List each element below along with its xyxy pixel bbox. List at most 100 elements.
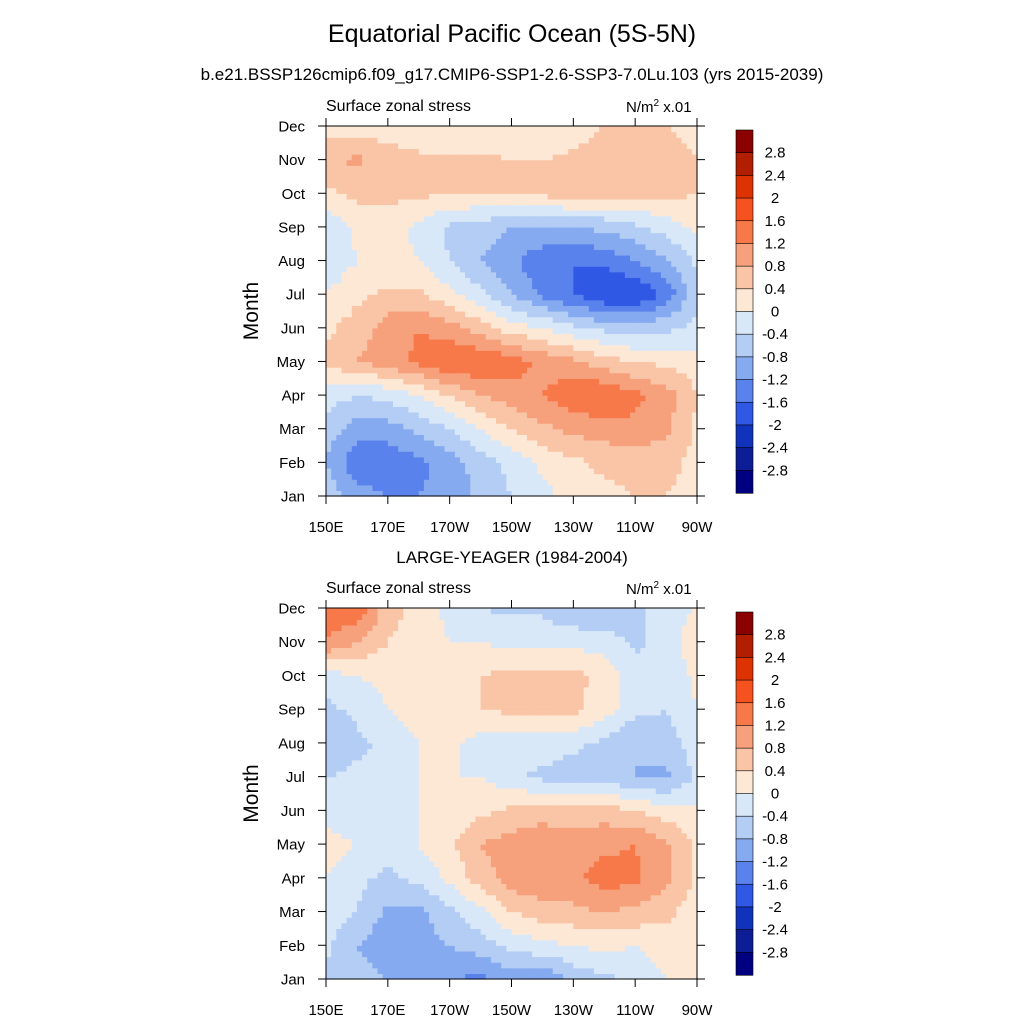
heatmap-cell: [480, 333, 487, 340]
heatmap-cell: [351, 238, 358, 245]
heatmap-cell: [331, 327, 337, 335]
heatmap-cell: [403, 221, 410, 228]
heatmap-cell: [547, 294, 554, 301]
heatmap-cell: [609, 973, 616, 980]
heatmap-cell: [547, 473, 554, 480]
heatmap-cell: [454, 395, 461, 402]
heatmap-cell: [408, 434, 415, 441]
heatmap-cell: [557, 967, 564, 974]
heatmap-cell: [408, 406, 415, 413]
heatmap-cell: [449, 176, 456, 183]
heatmap-cell: [511, 327, 518, 335]
heatmap-cell: [506, 277, 513, 284]
heatmap-cell: [614, 479, 621, 486]
heatmap-cell: [341, 445, 348, 452]
heatmap-cell: [475, 215, 482, 222]
heatmap-cell: [676, 417, 683, 424]
heatmap-cell: [516, 395, 523, 402]
heatmap-cell: [583, 254, 590, 262]
heatmap-cell: [480, 176, 487, 183]
heatmap-cell: [392, 456, 399, 463]
heatmap-cell: [392, 417, 399, 424]
heatmap-cell: [454, 210, 461, 217]
heatmap-cell: [454, 305, 461, 312]
heatmap-cell: [645, 254, 652, 262]
heatmap-cell: [542, 126, 549, 133]
heatmap-cell: [671, 126, 677, 133]
heatmap-cell: [346, 299, 353, 306]
heatmap-cell: [511, 322, 518, 329]
heatmap-cell: [599, 182, 605, 189]
heatmap-cell: [506, 316, 513, 323]
heatmap-cell: [552, 389, 559, 396]
heatmap-cell: [341, 389, 348, 396]
heatmap-cell: [382, 462, 389, 469]
heatmap-cell: [532, 187, 538, 194]
heatmap-cell: [624, 299, 631, 306]
heatmap-cell: [372, 187, 379, 194]
heatmap-cell: [490, 339, 497, 346]
heatmap-cell: [444, 299, 451, 306]
heatmap-cell: [346, 423, 353, 430]
heatmap-cell: [526, 305, 533, 312]
heatmap-cell: [630, 456, 636, 463]
heatmap-cell: [521, 176, 528, 183]
heatmap-cell: [593, 176, 600, 183]
heatmap-cell: [650, 322, 657, 329]
heatmap-cell: [470, 187, 477, 194]
heatmap-cell: [676, 215, 683, 222]
heatmap-cell: [619, 389, 626, 396]
heatmap-cell: [563, 400, 569, 407]
heatmap-cell: [521, 159, 528, 166]
heatmap-cell: [465, 215, 471, 222]
heatmap-cell: [326, 148, 332, 155]
heatmap-cell: [671, 967, 677, 974]
heatmap-cell: [367, 434, 373, 441]
heatmap-cell: [537, 249, 544, 256]
heatmap-cell: [691, 378, 698, 385]
heatmap-cell: [392, 423, 399, 430]
heatmap-cell: [526, 378, 533, 385]
heatmap-cell: [542, 434, 549, 441]
heatmap-cell: [423, 187, 430, 194]
heatmap-cell: [496, 243, 502, 250]
heatmap-cell: [671, 282, 677, 290]
heatmap-cell: [475, 428, 482, 435]
heatmap-cell: [578, 210, 585, 217]
heatmap-cell: [331, 473, 337, 480]
heatmap-cell: [398, 305, 404, 312]
heatmap-cell: [346, 383, 353, 391]
heatmap-cell: [532, 277, 538, 284]
y-axis-label: Month: [240, 282, 263, 340]
heatmap-cell: [465, 294, 471, 301]
heatmap-cell: [413, 238, 420, 245]
heatmap-cell: [470, 204, 477, 211]
heatmap-cell: [552, 232, 559, 239]
heatmap-cell: [470, 137, 477, 144]
heatmap-cell: [454, 350, 461, 357]
heatmap-cell: [573, 215, 580, 222]
heatmap-cell: [578, 467, 585, 475]
heatmap-cell: [578, 417, 585, 424]
heatmap-cell: [449, 350, 456, 357]
heatmap-cell: [557, 187, 564, 194]
heatmap-cell: [691, 249, 698, 256]
heatmap-cell: [645, 395, 652, 402]
heatmap-cell: [413, 451, 420, 458]
heatmap-cell: [650, 479, 657, 486]
heatmap-cell: [465, 967, 471, 974]
heatmap-cell: [351, 350, 358, 357]
heatmap-cell: [624, 198, 631, 206]
heatmap-cell: [403, 131, 410, 138]
heatmap-cell: [568, 367, 574, 374]
heatmap-cell: [660, 411, 667, 419]
heatmap-cell: [480, 316, 487, 323]
heatmap-cell: [619, 271, 626, 278]
heatmap-cell: [532, 311, 538, 318]
heatmap-cell: [624, 277, 631, 284]
heatmap-cell: [341, 327, 348, 335]
heatmap-cell: [681, 316, 688, 323]
heatmap-cell: [583, 277, 590, 284]
heatmap-cell: [511, 193, 518, 200]
heatmap-cell: [470, 271, 477, 278]
